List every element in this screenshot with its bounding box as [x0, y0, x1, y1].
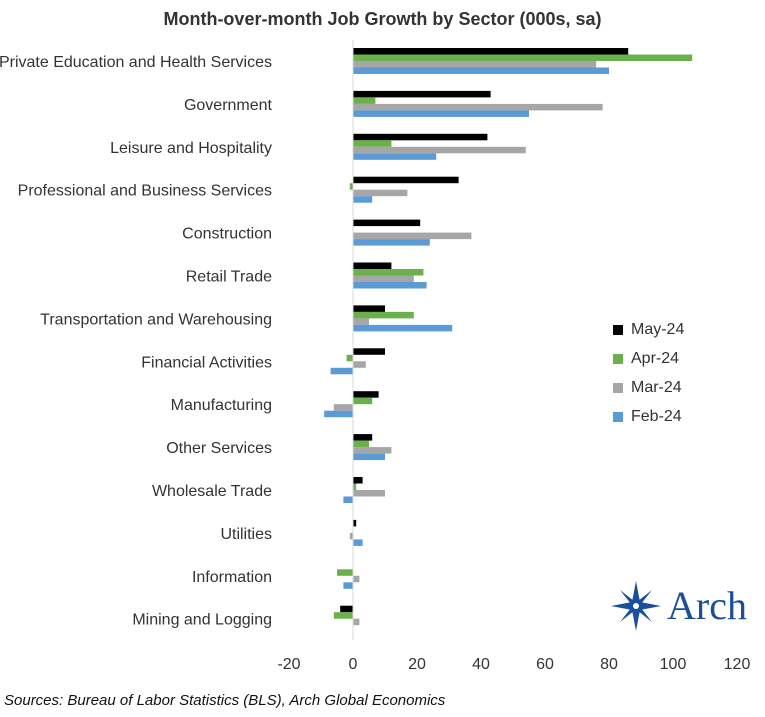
- legend: May-24 Apr-24 Mar-24 Feb-24: [613, 315, 684, 431]
- bar-apr-24: [353, 140, 392, 147]
- bar-feb-24: [324, 410, 353, 418]
- category-label: Other Services: [166, 440, 272, 457]
- bar-apr-24: [353, 311, 414, 319]
- bar-apr-24: [346, 354, 353, 362]
- bar-may-24: [353, 48, 629, 55]
- bar-may-24: [353, 219, 421, 227]
- bar-apr-24: [353, 483, 357, 490]
- bar-mar-24: [353, 275, 414, 282]
- bar-mar-24: [353, 61, 597, 68]
- bar-feb-24: [353, 453, 385, 461]
- bar-apr-24: [349, 183, 353, 190]
- bar-apr-24: [353, 97, 376, 104]
- x-tick-label: 100: [660, 656, 687, 673]
- x-tick-label: 20: [408, 656, 426, 673]
- bar-mar-24: [333, 404, 353, 411]
- category-label: Utilities: [220, 526, 272, 543]
- bar-may-24: [353, 519, 357, 527]
- bar-feb-24: [353, 324, 453, 332]
- x-tick-label: -20: [277, 656, 300, 673]
- bar-apr-24: [353, 440, 369, 448]
- legend-swatch: [613, 382, 623, 393]
- bar-feb-24: [353, 153, 437, 160]
- category-label: Professional and Business Services: [18, 183, 272, 200]
- category-label: Retail Trade: [186, 269, 272, 286]
- bar-may-24: [353, 176, 459, 184]
- bar-mar-24: [353, 146, 526, 154]
- bars: [324, 48, 693, 626]
- category-label: Financial Activities: [141, 354, 272, 371]
- x-tick-label: 80: [600, 656, 618, 673]
- bar-may-24: [353, 348, 385, 355]
- legend-swatch: [613, 411, 623, 422]
- category-label: Information: [192, 569, 272, 586]
- bar-mar-24: [353, 575, 360, 583]
- bar-may-24: [340, 605, 353, 613]
- bar-mar-24: [353, 103, 603, 111]
- bar-feb-24: [353, 539, 363, 546]
- bar-may-24: [353, 262, 392, 269]
- x-tick-label: 60: [536, 656, 554, 673]
- bar-feb-24: [353, 67, 609, 74]
- legend-item: May-24: [613, 315, 684, 344]
- bar-mar-24: [353, 232, 472, 240]
- bar-may-24: [353, 477, 363, 484]
- legend-swatch: [613, 324, 623, 335]
- legend-label: May-24: [631, 320, 685, 338]
- bar-mar-24: [349, 532, 353, 540]
- legend-label: Mar-24: [631, 378, 682, 396]
- x-tick-label: 120: [724, 656, 751, 673]
- bar-may-24: [353, 90, 491, 98]
- legend-item: Feb-24: [613, 402, 684, 431]
- bar-mar-24: [353, 361, 366, 368]
- source-note: Sources: Bureau of Labor Statistics (BLS…: [4, 692, 446, 709]
- legend-label: Feb-24: [631, 407, 682, 425]
- category-label: Wholesale Trade: [152, 483, 272, 500]
- bar-apr-24: [353, 54, 693, 61]
- bar-may-24: [353, 434, 373, 441]
- bar-chart: Private Education and Health Services Gov…: [0, 40, 750, 673]
- bar-may-24: [353, 391, 379, 398]
- x-tick-labels: -20 0 20 40 60 80 100 120: [277, 656, 750, 673]
- bar-feb-24: [343, 496, 353, 503]
- legend-item: Apr-24: [613, 344, 684, 373]
- bar-feb-24: [330, 367, 353, 375]
- legend-swatch: [613, 353, 623, 364]
- category-labels: Private Education and Health Services Gov…: [0, 54, 273, 629]
- legend-item: Mar-24: [613, 373, 684, 402]
- chart-title: Month-over-month Job Growth by Sector (0…: [163, 9, 602, 29]
- bar-mar-24: [353, 618, 360, 626]
- category-label: Private Education and Health Services: [0, 54, 272, 71]
- logo-text: Arch: [667, 583, 747, 628]
- bar-apr-24: [353, 397, 373, 405]
- x-tick-label: 40: [472, 656, 490, 673]
- bar-apr-24: [337, 569, 353, 576]
- category-label: Construction: [182, 226, 272, 243]
- bar-mar-24: [353, 189, 408, 197]
- bar-mar-24: [353, 318, 369, 325]
- compass-star-icon: [611, 581, 661, 631]
- bar-apr-24: [353, 269, 424, 276]
- arch-logo: Arch: [610, 580, 760, 635]
- bar-feb-24: [353, 110, 529, 117]
- bar-feb-24: [353, 282, 427, 289]
- bar-feb-24: [343, 582, 353, 589]
- category-label: Manufacturing: [171, 397, 272, 414]
- x-tick-label: 0: [349, 656, 358, 673]
- legend-label: Apr-24: [631, 349, 680, 367]
- bar-feb-24: [353, 239, 430, 246]
- category-label: Mining and Logging: [132, 612, 272, 629]
- bar-may-24: [353, 305, 385, 312]
- bar-may-24: [353, 133, 488, 141]
- bar-mar-24: [353, 447, 392, 454]
- bar-mar-24: [353, 490, 385, 497]
- category-label: Government: [184, 97, 273, 114]
- category-label: Leisure and Hospitality: [110, 140, 272, 157]
- bar-feb-24: [353, 196, 373, 203]
- category-label: Transportation and Warehousing: [40, 311, 272, 328]
- bar-apr-24: [333, 612, 353, 619]
